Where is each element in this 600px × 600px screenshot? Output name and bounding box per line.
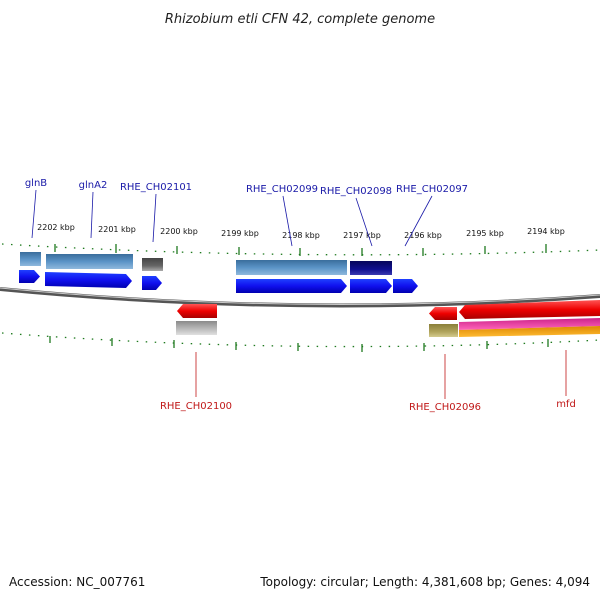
reverse-tick-ruler bbox=[1, 332, 600, 352]
forward-tick-ruler bbox=[1, 243, 600, 256]
map-title: Rhizobium etli CFN 42, complete genome bbox=[165, 12, 435, 27]
kbp-labels: 2202 kbp 2201 kbp 2200 kbp 2199 kbp 2198… bbox=[37, 223, 565, 240]
kbp-label: 2198 kbp bbox=[282, 231, 320, 240]
forward-gene-features bbox=[19, 252, 418, 293]
gene-label-rhe-ch02101[interactable]: RHE_CH02101 bbox=[120, 182, 192, 193]
gene-arrow-rhe-ch02096 bbox=[429, 307, 457, 320]
gene-arrow-rhe-ch02098 bbox=[350, 279, 392, 293]
gene-bar-rhe-ch02096 bbox=[429, 324, 458, 337]
kbp-label: 2199 kbp bbox=[221, 229, 259, 238]
gene-arrow-rhe-ch02101 bbox=[142, 276, 162, 290]
forward-leader-lines bbox=[31, 189, 433, 247]
gene-label-glna2[interactable]: glnA2 bbox=[79, 180, 108, 191]
gene-bar-glna2 bbox=[46, 254, 133, 269]
kbp-label: 2196 kbp bbox=[404, 231, 442, 240]
gene-bar-mfd-orange bbox=[459, 326, 600, 337]
kbp-label: 2194 kbp bbox=[527, 227, 565, 236]
gene-arrow-rhe-ch02099 bbox=[236, 279, 347, 293]
forward-gene-labels: glnB glnA2 RHE_CH02101 RHE_CH02099 RHE_C… bbox=[25, 178, 468, 197]
kbp-label: 2197 kbp bbox=[343, 231, 381, 240]
accession-text: Accession: NC_007761 bbox=[9, 575, 145, 589]
gene-bar-glnb bbox=[20, 252, 41, 266]
gene-label-rhe-ch02096[interactable]: RHE_CH02096 bbox=[409, 402, 481, 413]
gene-bar-rhe-ch02100 bbox=[176, 321, 217, 335]
gene-label-glnb[interactable]: glnB bbox=[25, 178, 47, 189]
kbp-label: 2202 kbp bbox=[37, 223, 75, 232]
kbp-label: 2200 kbp bbox=[160, 227, 198, 236]
gene-label-rhe-ch02099[interactable]: RHE_CH02099 bbox=[246, 184, 318, 195]
gene-arrow-glna2 bbox=[45, 272, 132, 288]
reverse-gene-labels: RHE_CH02100 RHE_CH02096 mfd bbox=[160, 399, 576, 413]
gene-label-rhe-ch02100[interactable]: RHE_CH02100 bbox=[160, 401, 232, 412]
genome-backbone bbox=[0, 287, 600, 308]
gene-label-rhe-ch02098[interactable]: RHE_CH02098 bbox=[320, 186, 392, 197]
topology-text: Topology: circular; Length: 4,381,608 bp… bbox=[259, 575, 590, 589]
reverse-gene-features bbox=[176, 300, 600, 337]
gene-bar-rhe-ch02099 bbox=[236, 260, 347, 275]
gene-label-rhe-ch02097[interactable]: RHE_CH02097 bbox=[396, 184, 468, 195]
gene-arrow-rhe-ch02100 bbox=[177, 304, 217, 318]
gene-bar-rhe-ch02098 bbox=[350, 261, 392, 275]
gene-arrow-glnb bbox=[19, 270, 40, 283]
kbp-label: 2195 kbp bbox=[466, 229, 504, 238]
gene-bar-rhe-ch02101 bbox=[142, 258, 163, 271]
gene-label-mfd[interactable]: mfd bbox=[556, 399, 576, 410]
gene-arrow-mfd bbox=[459, 300, 600, 319]
kbp-label: 2201 kbp bbox=[98, 225, 136, 234]
reverse-leader-lines bbox=[195, 350, 567, 399]
gene-arrow-rhe-ch02097 bbox=[393, 279, 418, 293]
